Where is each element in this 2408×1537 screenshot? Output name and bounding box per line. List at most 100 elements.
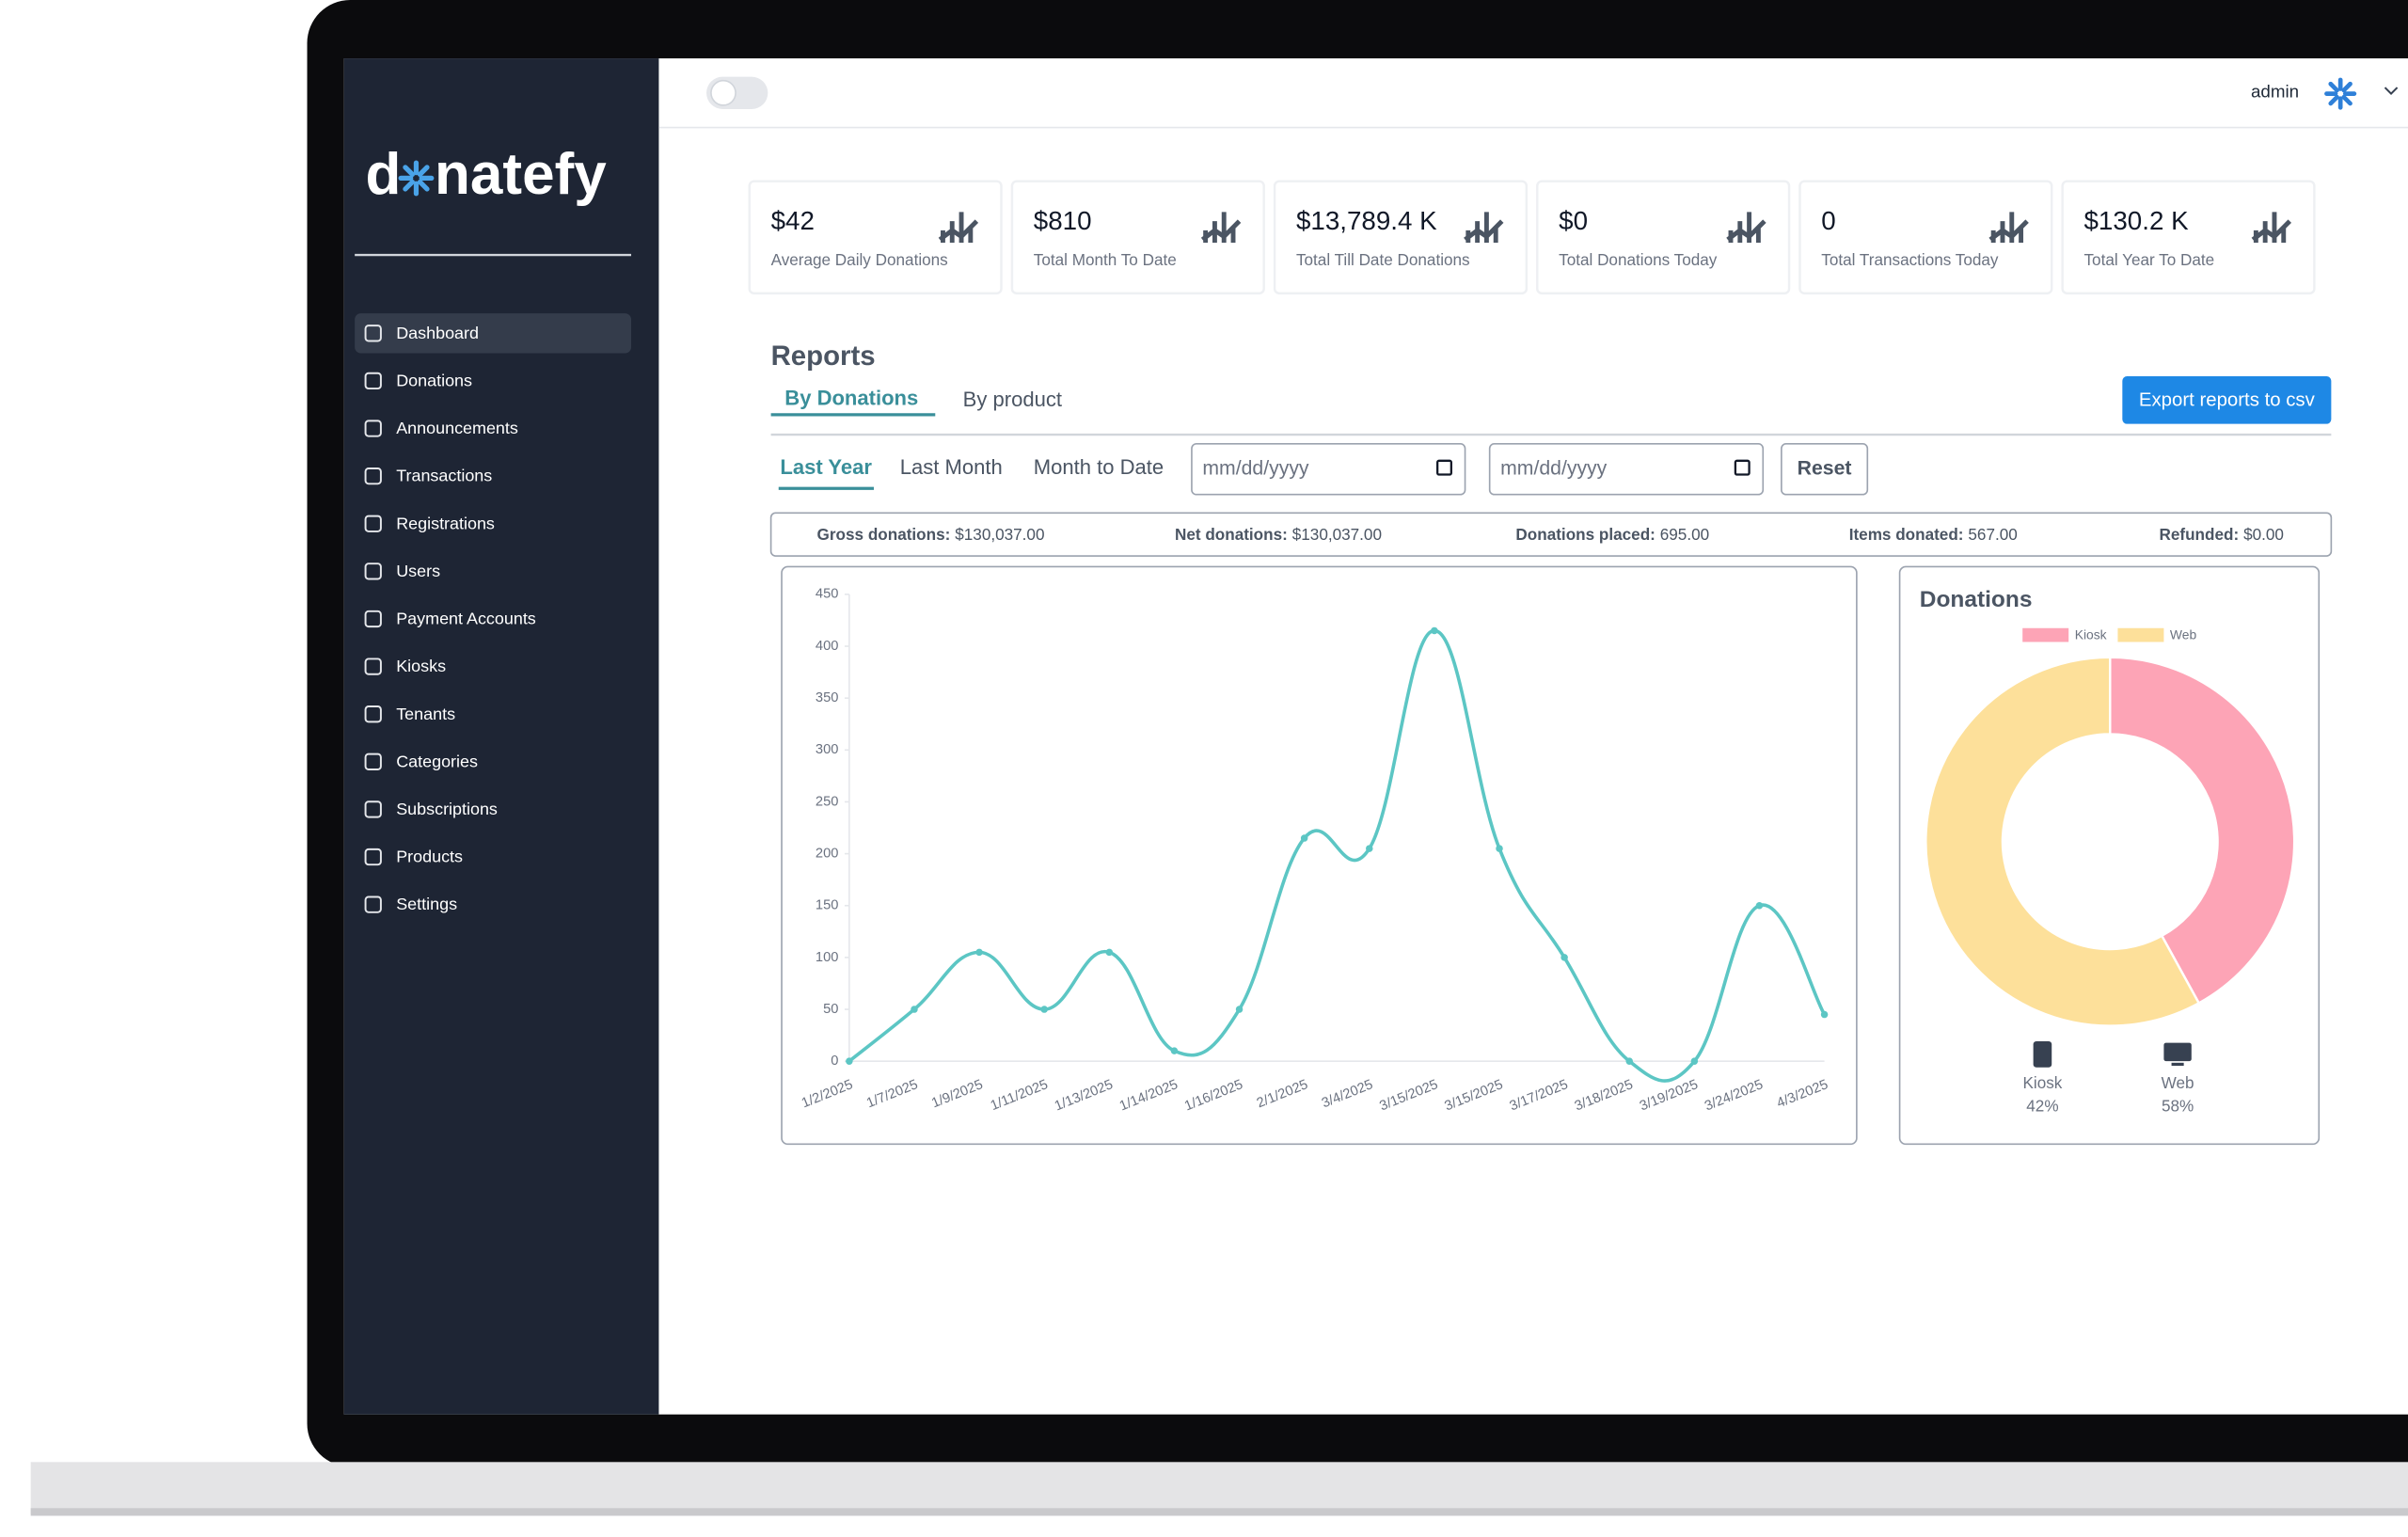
stat-icon <box>1726 212 1766 243</box>
logo-petal <box>403 179 416 192</box>
summary-item: Gross donations: $130,037.00 <box>817 525 1045 544</box>
tab[interactable]: By product <box>963 388 1062 411</box>
logo-petal <box>2328 81 2339 93</box>
nav-item[interactable]: Settings <box>396 895 457 913</box>
summary-label: Items donated: <box>1849 525 1964 544</box>
reset-button[interactable] <box>1781 443 1869 496</box>
stat-card <box>748 180 1003 295</box>
logo-petal <box>2328 94 2339 106</box>
data-point <box>1235 1006 1244 1013</box>
data-point <box>1105 948 1114 957</box>
nav-item[interactable]: Dashboard <box>396 324 479 342</box>
export-button-label: Export reports to csv <box>2139 390 2316 411</box>
pie-value-label: 58% <box>2162 1097 2194 1116</box>
range-option[interactable]: Month to Date <box>1034 455 1164 479</box>
web-icon-stand <box>2171 1062 2184 1067</box>
brand-text: natefy <box>435 142 607 207</box>
logo-petal <box>417 179 430 192</box>
stat-value: $42 <box>771 206 815 235</box>
y-tick-label: 50 <box>823 1002 838 1017</box>
nav-item[interactable]: Payment Accounts <box>396 610 536 628</box>
web-icon <box>2163 1042 2192 1062</box>
data-point <box>911 1006 918 1013</box>
data-point <box>846 1057 853 1065</box>
pie-category-label: Kiosk <box>2022 1073 2062 1092</box>
logo-petal <box>417 165 430 177</box>
y-tick-label: 0 <box>831 1054 838 1069</box>
logo-petal <box>2341 81 2353 93</box>
nav-item[interactable]: Transactions <box>396 467 492 485</box>
nav-item[interactable]: Categories <box>396 752 478 770</box>
nav-icon <box>364 658 382 675</box>
pie-category-label: Web <box>2162 1073 2194 1092</box>
donut-slice <box>2109 656 2296 1006</box>
stat-label: Total Donations Today <box>1559 250 1718 269</box>
nav-active-bg <box>355 313 632 354</box>
legend-swatch <box>2117 627 2164 642</box>
legend-label: Web <box>2170 627 2197 642</box>
summary-box <box>769 512 2333 557</box>
data-point <box>1300 834 1308 842</box>
y-tick-label: 300 <box>816 742 839 757</box>
nav-icon <box>364 467 382 485</box>
summary-item: Items donated: 567.00 <box>1849 525 2018 544</box>
nav-item[interactable]: Products <box>396 848 463 866</box>
date-input[interactable] <box>1191 443 1466 496</box>
nav-icon <box>364 610 382 628</box>
y-tick-label: 350 <box>816 690 839 705</box>
brand-text: d <box>366 142 402 207</box>
data-point <box>1820 1010 1829 1019</box>
summary-value: $130,037.00 <box>1292 525 1382 544</box>
legend-label: Kiosk <box>2075 627 2107 642</box>
date-placeholder: mm/dd/yyyy <box>1202 457 1309 479</box>
y-tick-label: 450 <box>816 587 839 602</box>
stat-value: $13,789.4 K <box>1296 206 1437 235</box>
sidebar <box>343 58 659 1415</box>
nav-icon <box>364 753 382 770</box>
stat-card <box>1273 180 1529 295</box>
nav-item[interactable]: Donations <box>396 371 472 389</box>
nav-icon <box>364 800 382 818</box>
data-point <box>1560 954 1568 961</box>
nav-item[interactable]: Users <box>396 562 440 580</box>
stat-card <box>1010 180 1265 295</box>
summary-label: Gross donations: <box>817 525 951 544</box>
summary-item: Donations placed: 695.00 <box>1515 525 1709 544</box>
stat-card <box>1798 180 2053 295</box>
y-tick-label: 150 <box>816 898 839 913</box>
data-point <box>1755 901 1764 910</box>
user-menu-chevron[interactable] <box>2384 87 2399 95</box>
calendar-icon <box>1436 459 1452 476</box>
stat-label: Average Daily Donations <box>771 250 948 269</box>
summary-value: 695.00 <box>1660 525 1709 544</box>
y-tick-label: 200 <box>816 846 839 861</box>
nav-item[interactable]: Tenants <box>396 705 455 723</box>
donut-slice <box>1925 656 2201 1027</box>
nav-item[interactable]: Registrations <box>396 514 495 532</box>
nav-icon <box>364 705 382 723</box>
user-name[interactable]: admin <box>2251 82 2299 102</box>
nav-item[interactable]: Announcements <box>396 419 518 437</box>
export-button[interactable] <box>2122 376 2332 424</box>
date-input[interactable] <box>1488 443 1765 496</box>
chart-title: Donations <box>1920 587 2033 612</box>
kiosk-icon <box>2033 1040 2052 1068</box>
data-point <box>1431 626 1438 635</box>
summary-value: 567.00 <box>1968 525 2017 544</box>
theme-toggle-knob <box>710 79 737 106</box>
laptop-base-edge <box>30 1508 2408 1516</box>
data-point <box>1040 1006 1048 1013</box>
logo-petal <box>403 165 416 177</box>
nav-item[interactable]: Subscriptions <box>396 800 498 818</box>
laptop-base <box>30 1462 2408 1514</box>
stat-value: $130.2 K <box>2084 206 2190 235</box>
summary-label: Refunded: <box>2160 525 2240 544</box>
nav-item[interactable]: Kiosks <box>396 657 446 675</box>
range-option[interactable]: Last Year <box>780 455 872 479</box>
stat-icon <box>938 212 979 243</box>
y-tick-label: 100 <box>816 950 839 965</box>
date-placeholder: mm/dd/yyyy <box>1500 457 1608 479</box>
range-option[interactable]: Last Month <box>900 455 1003 479</box>
tab[interactable]: By Donations <box>784 386 918 409</box>
data-point <box>975 948 983 957</box>
